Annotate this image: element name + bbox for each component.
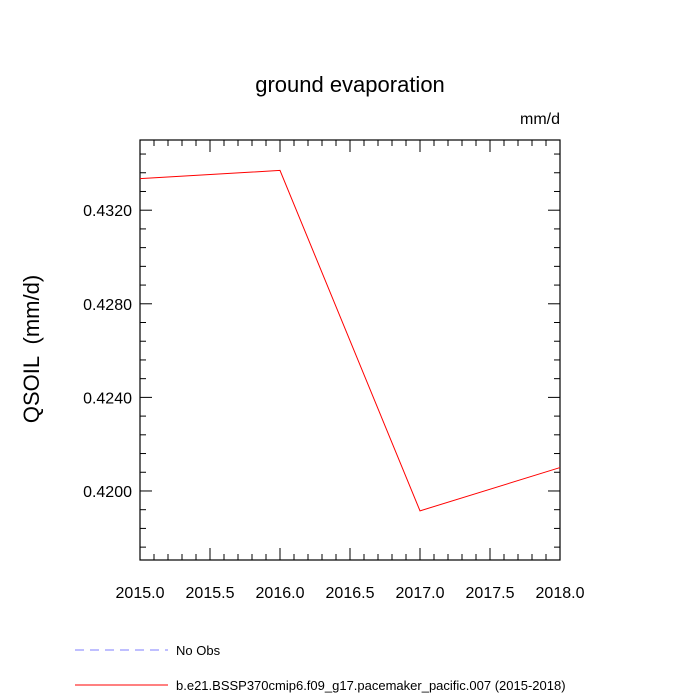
x-tick-label: 2017.5 <box>466 585 515 602</box>
x-tick-label: 2018.0 <box>536 585 585 602</box>
y-tick-label: 0.4320 <box>83 203 132 220</box>
units-label: mm/d <box>520 111 560 128</box>
x-tick-label: 2017.0 <box>396 585 445 602</box>
x-tick-label: 2015.5 <box>186 585 235 602</box>
y-tick-label: 0.4200 <box>83 484 132 501</box>
plot-frame <box>139 139 561 561</box>
y-tick-label: 0.4240 <box>83 390 132 407</box>
y-tick-label: 0.4280 <box>83 297 132 314</box>
legend-label: No Obs <box>176 643 221 658</box>
series-line <box>139 169 561 512</box>
legend-label: b.e21.BSSP370cmip6.f09_g17.pacemaker_pac… <box>176 678 566 693</box>
x-tick-label: 2016.0 <box>256 585 305 602</box>
x-tick-label: 2015.0 <box>116 585 165 602</box>
x-tick-label: 2016.5 <box>326 585 375 602</box>
chart-title: ground evaporation <box>255 72 445 97</box>
